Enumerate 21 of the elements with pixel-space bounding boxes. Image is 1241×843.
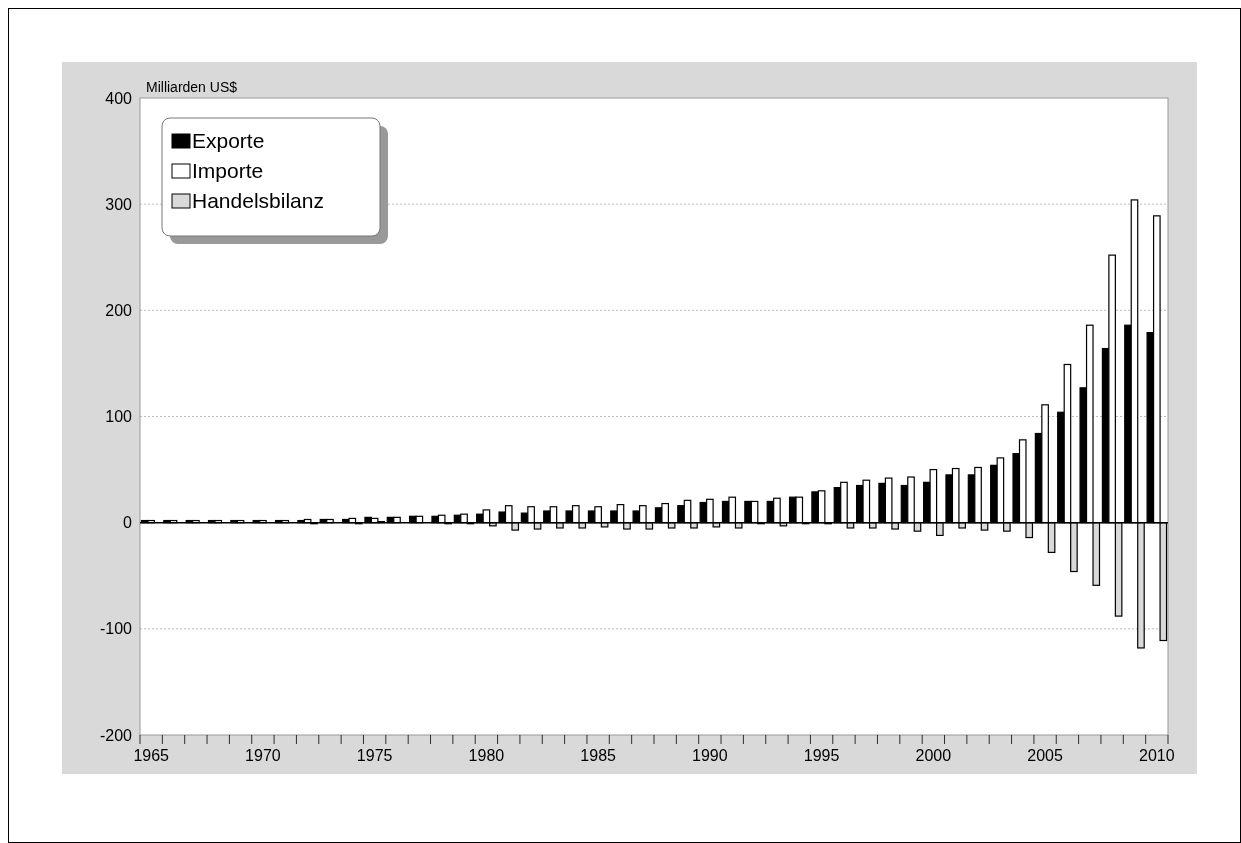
x-tick-label: 1980 bbox=[468, 747, 505, 764]
y-tick-label: -200 bbox=[99, 726, 133, 744]
x-tick-label: 1990 bbox=[692, 747, 728, 764]
y-tick-label: 300 bbox=[105, 195, 133, 213]
y-tick-label: 200 bbox=[105, 301, 133, 319]
y-tick-label: -100 bbox=[99, 620, 133, 638]
x-tick-label: 2000 bbox=[915, 747, 952, 764]
x-tick-label: 1970 bbox=[245, 747, 281, 764]
x-tick-label: 1995 bbox=[803, 747, 840, 764]
legend-label: Exporte bbox=[192, 129, 265, 152]
x-tick-label: 1985 bbox=[580, 747, 617, 764]
y-tick-label: 400 bbox=[105, 89, 133, 107]
x-tick-label: 1965 bbox=[133, 747, 170, 764]
x-tick-label: 2005 bbox=[1027, 747, 1063, 764]
y-tick-label: 0 bbox=[123, 514, 133, 532]
x-tick-label: 2010 bbox=[1139, 747, 1175, 764]
y-tick-label: 100 bbox=[105, 408, 133, 426]
legend-label: Importe bbox=[192, 159, 264, 182]
legend-label: Handelsbilanz bbox=[192, 189, 324, 212]
y-axis-title: Milliarden US$ bbox=[146, 79, 238, 95]
x-tick-label: 1975 bbox=[356, 747, 393, 764]
